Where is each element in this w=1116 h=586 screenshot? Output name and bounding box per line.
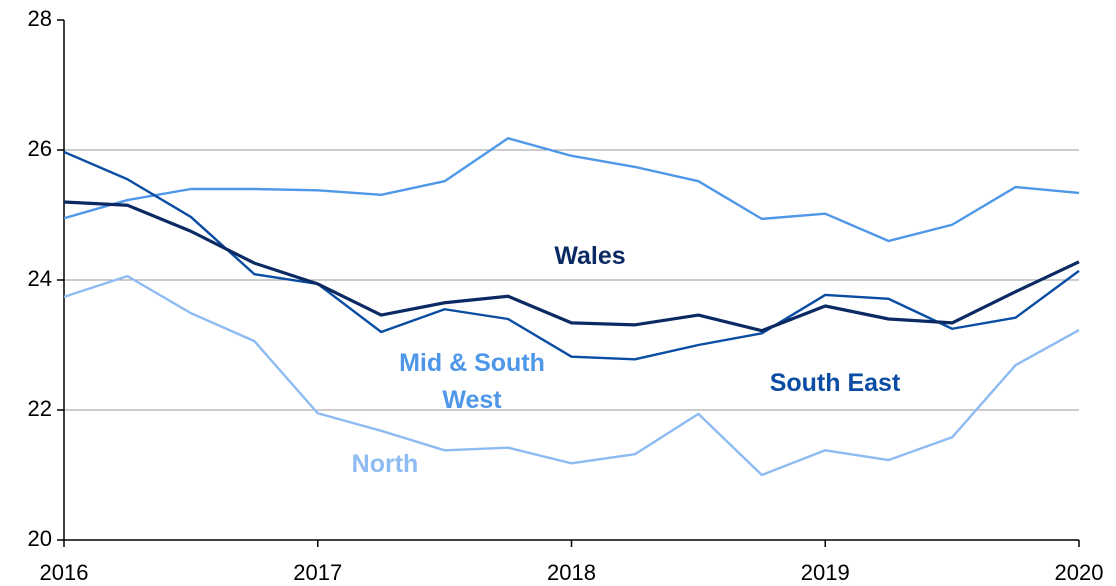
series-label: South East [769, 369, 901, 397]
series-label: Wales [554, 242, 626, 270]
y-tick-label: 24 [28, 266, 52, 291]
series-label: Mid & South West [399, 349, 545, 414]
x-tick-label: 2017 [293, 560, 342, 585]
y-tick-label: 20 [28, 526, 52, 551]
series-line [63, 200, 1080, 333]
x-tick-label: 2020 [1055, 560, 1104, 585]
y-tick-label: 28 [28, 6, 52, 31]
x-tick-label: 2019 [801, 560, 850, 585]
series-line [63, 274, 1080, 477]
y-tick-label: 26 [28, 136, 52, 161]
y-tick-label: 22 [28, 396, 52, 421]
series-line [63, 150, 1080, 361]
series-label: North [351, 450, 419, 478]
x-tick-label: 2016 [40, 560, 89, 585]
series-line [63, 137, 1080, 243]
x-tick-label: 2018 [547, 560, 596, 585]
